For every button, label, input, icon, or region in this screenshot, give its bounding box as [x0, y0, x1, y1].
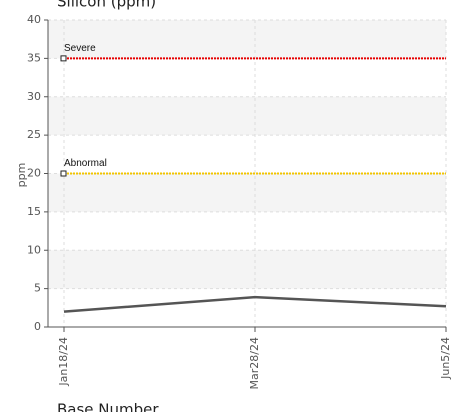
band: [48, 173, 446, 212]
data-line: [63, 295, 447, 313]
y-tick-label: 10: [27, 243, 41, 256]
y-tick-label: 30: [27, 90, 41, 103]
band: [48, 96, 446, 136]
band: [48, 20, 446, 59]
x-tick-label: Jun5/24: [439, 337, 452, 380]
y-axis-label: ppm: [15, 163, 28, 188]
y-tick-label: 35: [27, 51, 41, 64]
y-tick-label: 25: [27, 128, 41, 141]
threshold-marker: [60, 55, 67, 62]
y-tick-label: 40: [27, 13, 41, 26]
x-tick-label: Jan18/24: [57, 337, 70, 387]
footer-title: Base Number: [57, 401, 159, 412]
threshold-marker: [60, 170, 67, 177]
threshold-label: Severe: [64, 43, 96, 54]
y-tick-label: 20: [27, 167, 41, 180]
band: [48, 250, 446, 289]
x-tick-label: Mar28/24: [248, 337, 261, 389]
y-tick-label: 15: [27, 205, 41, 218]
chart-title: Silicon (ppm): [57, 0, 156, 11]
y-tick-label: 0: [34, 320, 41, 333]
threshold-label: Abnormal: [64, 158, 107, 169]
y-tick-label: 5: [34, 282, 41, 295]
